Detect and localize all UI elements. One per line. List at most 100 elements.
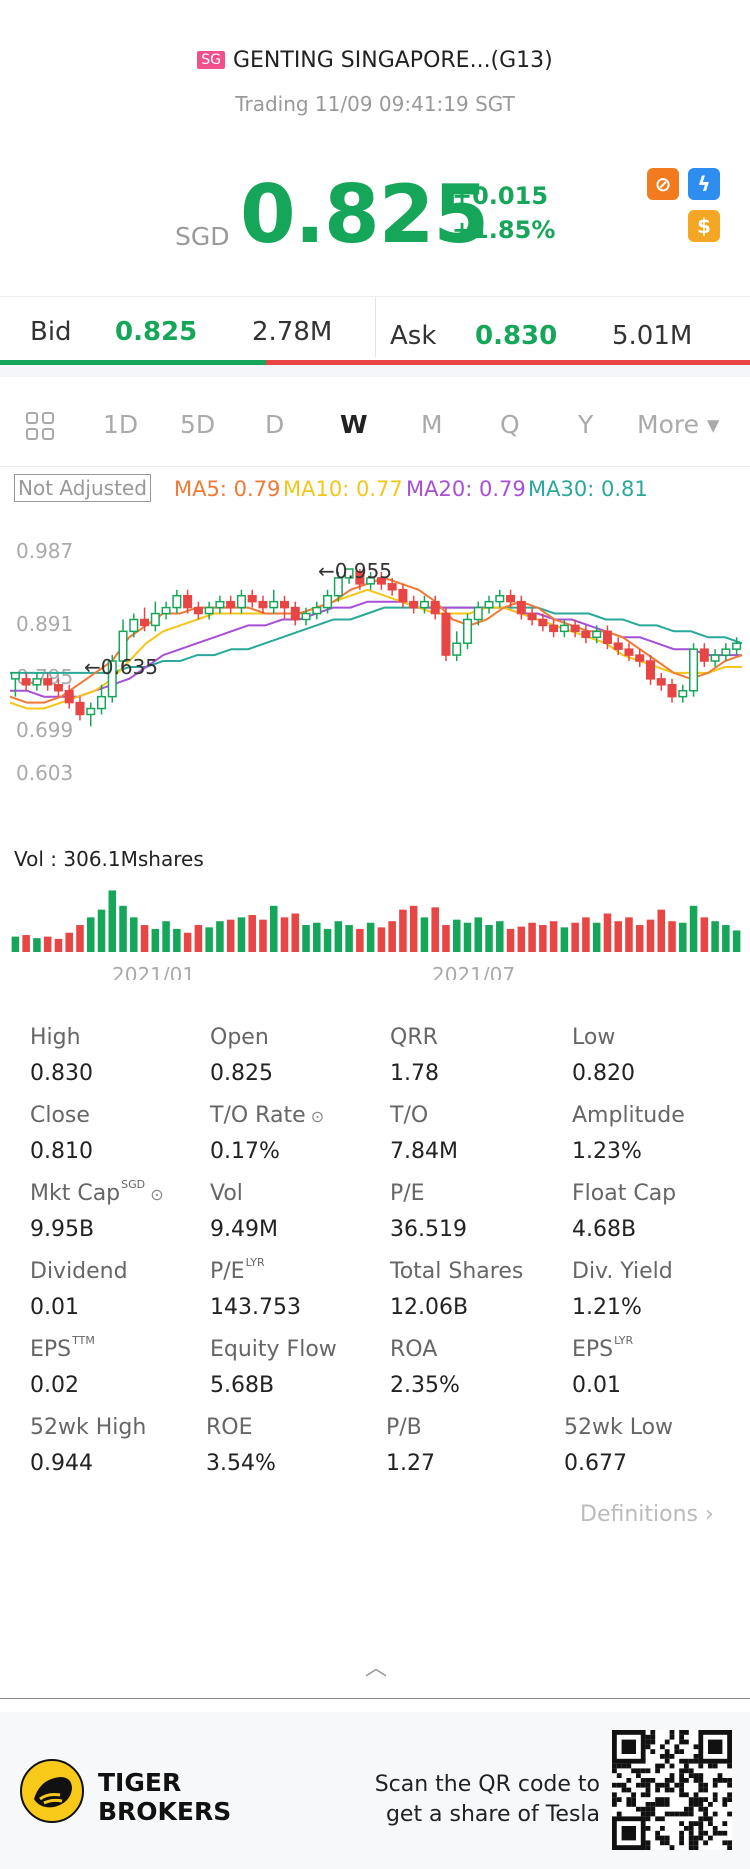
volume-bar: [140, 925, 149, 952]
candle-body: [226, 600, 236, 609]
tab-1d[interactable]: 1D: [103, 410, 139, 439]
stat-label: ROA: [390, 1337, 437, 1362]
candle-body: [279, 600, 290, 609]
x-label-2021-07: 2021/07: [432, 963, 515, 980]
stat-label-text: P/B: [386, 1415, 422, 1440]
candle: [581, 625, 591, 644]
volume-bar: [539, 925, 547, 952]
candle-body: [21, 678, 31, 686]
tab-y[interactable]: Y: [578, 410, 594, 439]
volume-bar: [226, 919, 235, 952]
candle-body: [473, 606, 483, 621]
dollar-icon[interactable]: $: [688, 210, 720, 242]
tabs-divider: [0, 466, 750, 467]
tab-m[interactable]: M: [421, 410, 443, 439]
bid-volume: 2.78M: [252, 317, 333, 347]
grid-layout-icon[interactable]: [24, 410, 56, 446]
no-short-icon[interactable]: ⊘: [647, 168, 679, 200]
volume-bar: [173, 928, 181, 952]
definitions-link[interactable]: Definitions ›: [580, 1502, 714, 1527]
trading-status: Trading 11/09 09:41:19 SGT: [235, 92, 515, 116]
tab-q[interactable]: Q: [500, 410, 520, 439]
tab-5d[interactable]: 5D: [180, 410, 216, 439]
candle-body: [452, 642, 462, 656]
y-tick-label: 0.987: [16, 539, 73, 563]
candle: [172, 589, 182, 614]
stat-label: P/ELYR: [210, 1256, 265, 1284]
stat-label-text: Amplitude: [572, 1103, 685, 1128]
candle-body: [193, 606, 203, 615]
ma5-line: [9, 576, 743, 704]
tab-more[interactable]: More ▾: [637, 410, 720, 439]
candle: [43, 672, 53, 691]
y-tick-label: 0.699: [16, 718, 73, 742]
last-price: 0.825: [240, 168, 489, 261]
stat-value: 36.519: [390, 1217, 467, 1242]
stat-value: 0.944: [30, 1451, 93, 1476]
stat-label-text: Float Cap: [572, 1181, 677, 1206]
stat-label: 52wk Low: [564, 1415, 673, 1440]
stat-value: 0.810: [30, 1139, 93, 1164]
volume-bar: [334, 921, 343, 952]
candle: [247, 589, 257, 608]
volume-bar: [679, 922, 687, 952]
candle-body: [376, 577, 386, 585]
candle: [344, 568, 354, 584]
tab-w[interactable]: W: [340, 410, 368, 439]
candle-body: [624, 648, 634, 656]
volume-bar: [431, 907, 439, 952]
tab-d[interactable]: D: [265, 410, 285, 439]
y-tick-label: 0.603: [16, 761, 73, 785]
candle-body: [269, 600, 279, 609]
stat-value: 0.830: [30, 1061, 93, 1086]
stock-name: GENTING SINGAPORE...(G13): [232, 48, 553, 73]
candle: [516, 595, 526, 620]
volume-bar: [216, 921, 224, 952]
candle: [452, 631, 462, 662]
stat-label[interactable]: T/O Rate ⊙: [210, 1103, 324, 1128]
stat-label-text: Close: [30, 1103, 90, 1128]
volume-bar: [420, 917, 429, 952]
candle: [150, 601, 160, 632]
stat-value: 143.753: [210, 1295, 301, 1320]
volume-bar: [291, 913, 300, 952]
info-icon[interactable]: ⊙: [145, 1185, 164, 1204]
brand-name: TIGER BROKERS: [98, 1768, 231, 1826]
stat-label: High: [30, 1025, 81, 1050]
info-icon[interactable]: ⊙: [305, 1107, 325, 1126]
chevron-up-icon[interactable]: ︿: [365, 1656, 388, 1681]
candle: [193, 601, 203, 620]
candle: [333, 571, 343, 602]
volume-bar: [205, 927, 213, 952]
candle-body: [312, 606, 322, 615]
candle-body: [333, 577, 343, 597]
candle-body: [419, 600, 429, 609]
stat-label: EPSTTM: [30, 1334, 95, 1362]
volume-label: Vol : 306.1Mshares: [14, 847, 204, 871]
volume-bar: [43, 936, 52, 952]
stat-value: 0.820: [572, 1061, 635, 1086]
adjust-toggle[interactable]: Not Adjusted: [14, 474, 151, 502]
candle-body: [484, 600, 494, 609]
stat-label-text: 52wk High: [30, 1415, 147, 1440]
qr-code-icon[interactable]: [612, 1730, 732, 1850]
volume-bar: [388, 921, 396, 952]
volume-bar: [194, 925, 203, 952]
footer-banner: TIGER BROKERS Scan the QR code to get a …: [0, 1712, 750, 1869]
candle-body: [129, 618, 139, 633]
candle: [21, 672, 31, 691]
lightning-icon[interactable]: ϟ: [688, 168, 720, 200]
candle: [732, 637, 742, 656]
candle: [290, 601, 300, 626]
candle: [53, 678, 63, 697]
candle: [484, 595, 494, 614]
volume-bar: [183, 932, 192, 952]
price-change: +0.015: [452, 182, 549, 210]
candle: [215, 595, 225, 614]
volume-bar: [700, 917, 709, 952]
candle-body: [506, 594, 516, 603]
volume-bar: [377, 927, 386, 952]
candle: [279, 595, 290, 620]
stat-label[interactable]: Mkt CapSGD ⊙: [30, 1178, 164, 1206]
